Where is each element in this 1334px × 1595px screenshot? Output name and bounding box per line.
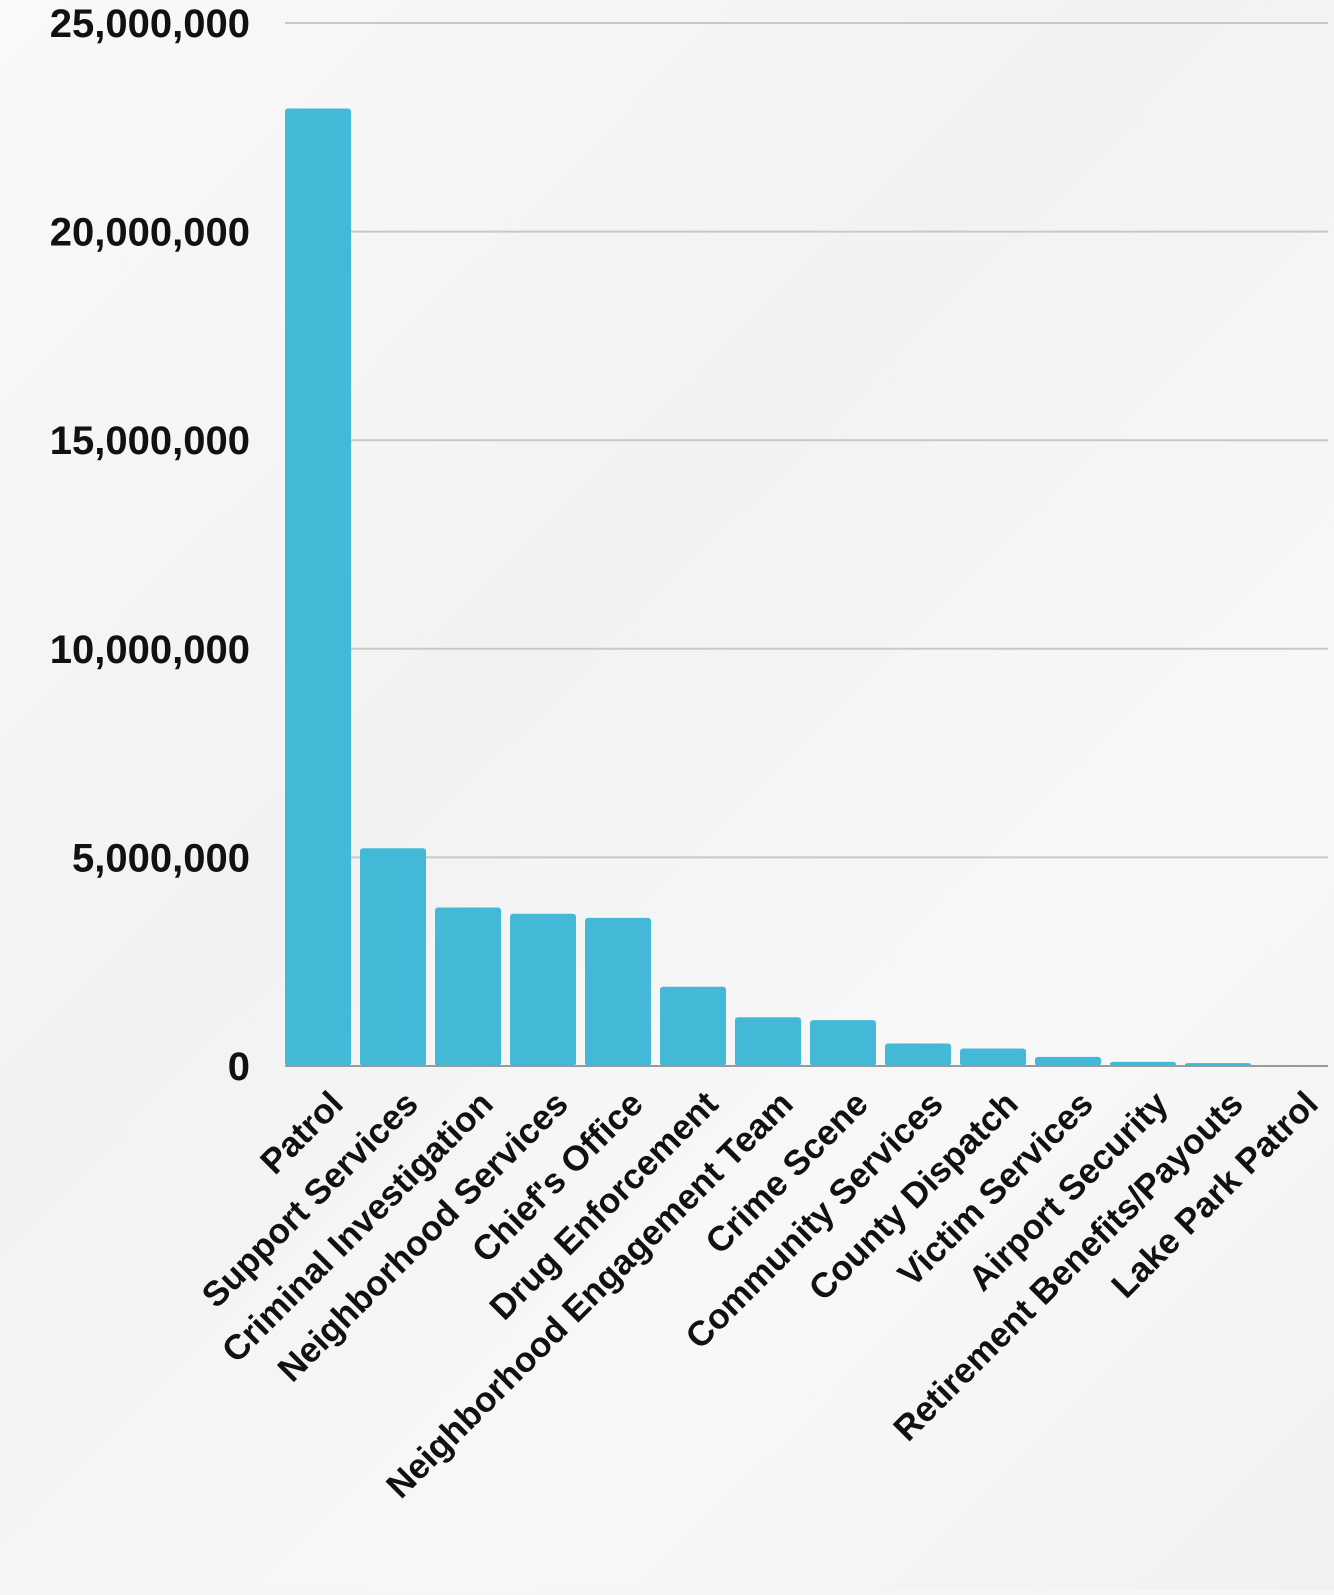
- bar: [1110, 1061, 1176, 1066]
- bar: [585, 917, 651, 1066]
- y-tick-label: 20,000,000: [50, 211, 250, 255]
- bar: [1260, 1065, 1326, 1066]
- bar: [660, 986, 726, 1066]
- bar: [960, 1048, 1026, 1066]
- bar: [1035, 1056, 1101, 1066]
- bar: [735, 1017, 801, 1066]
- bars: [285, 108, 1326, 1066]
- y-tick-label: 25,000,000: [50, 2, 250, 46]
- y-tick-label: 15,000,000: [50, 419, 250, 463]
- bar: [510, 913, 576, 1066]
- bar: [360, 848, 426, 1066]
- bar: [285, 108, 351, 1066]
- bar: [810, 1020, 876, 1066]
- y-tick-label: 10,000,000: [50, 628, 250, 672]
- bar: [885, 1043, 951, 1066]
- bar: [435, 907, 501, 1066]
- y-axis-ticks: 0 5,000,000 10,000,000 15,000,000 20,000,000…: [50, 2, 250, 1089]
- y-tick-label: 5,000,000: [72, 836, 250, 880]
- bar: [1185, 1063, 1251, 1066]
- y-tick-label: 0: [228, 1045, 250, 1089]
